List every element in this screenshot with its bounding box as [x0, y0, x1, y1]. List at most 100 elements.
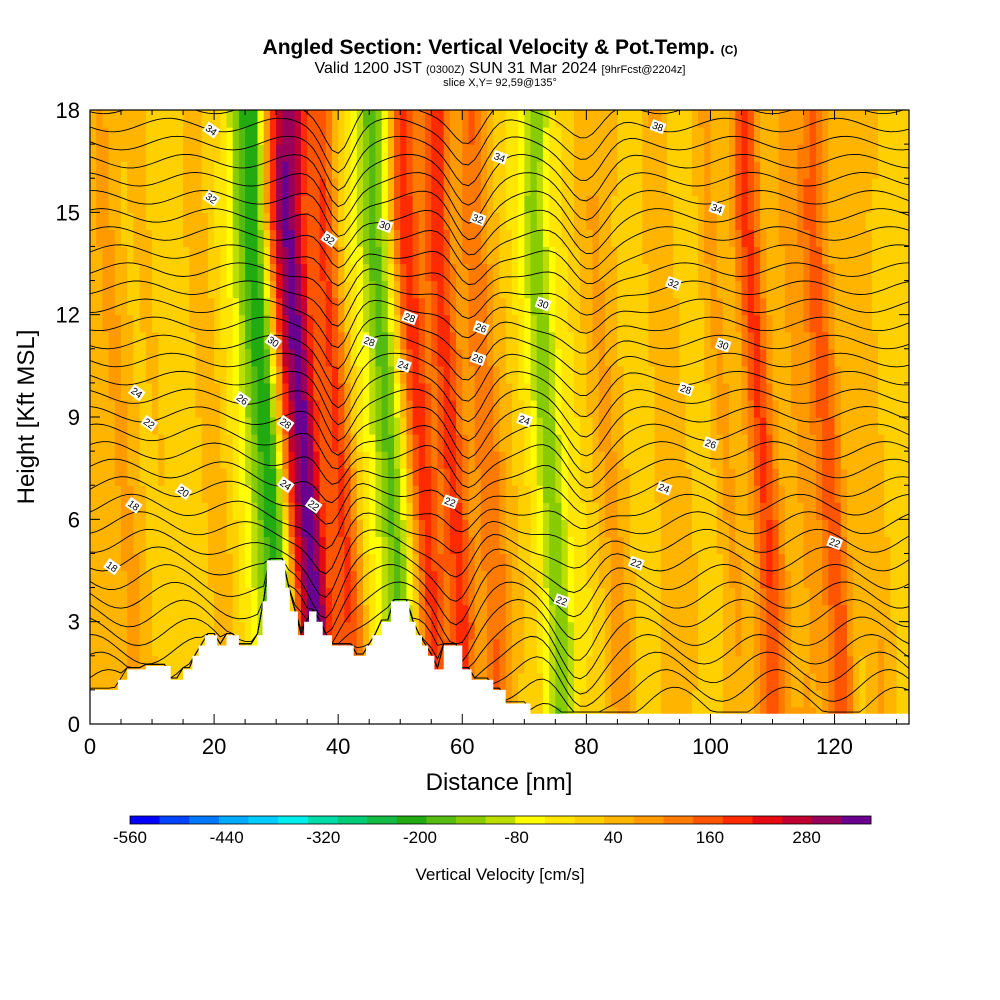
velocity-cell	[127, 297, 135, 316]
velocity-cell	[127, 536, 135, 555]
velocity-cell	[369, 468, 376, 486]
velocity-cell	[822, 502, 829, 520]
velocity-cell	[617, 110, 625, 128]
velocity-cell	[567, 348, 575, 367]
velocity-cell	[344, 417, 352, 435]
velocity-cell	[667, 536, 674, 555]
velocity-cell	[282, 485, 290, 503]
velocity-cell	[375, 212, 383, 230]
velocity-cell	[772, 246, 780, 265]
velocity-cell	[580, 246, 587, 265]
velocity-cell	[877, 229, 885, 248]
velocity-cell	[747, 536, 755, 555]
velocity-cell	[294, 314, 302, 333]
velocity-cell	[648, 144, 656, 162]
velocity-cell	[753, 587, 761, 606]
velocity-cell	[741, 621, 749, 640]
velocity-cell	[580, 434, 587, 452]
velocity-cell	[636, 212, 643, 230]
velocity-cell	[840, 331, 848, 350]
velocity-cell	[890, 382, 898, 401]
velocity-cell	[108, 348, 116, 367]
velocity-cell	[363, 365, 370, 384]
velocity-cell	[381, 314, 389, 333]
velocity-cell	[207, 314, 215, 333]
velocity-cell	[238, 331, 246, 350]
velocity-cell	[263, 314, 271, 333]
velocity-cell	[201, 399, 209, 418]
isentrope-line	[90, 558, 909, 645]
velocity-cell	[611, 348, 618, 367]
velocity-cell	[176, 604, 184, 623]
velocity-cell	[685, 553, 693, 572]
velocity-cell	[164, 110, 172, 128]
velocity-cell	[276, 399, 283, 418]
velocity-cell	[214, 212, 221, 230]
velocity-cell	[319, 178, 327, 196]
velocity-cell	[691, 672, 699, 691]
velocity-cell	[201, 161, 209, 179]
velocity-cell	[778, 382, 786, 401]
potential-temperature-contours	[90, 110, 909, 713]
velocity-cell	[902, 280, 909, 299]
velocity-cell	[139, 621, 147, 640]
velocity-cell	[691, 365, 699, 384]
velocity-cell	[226, 229, 234, 248]
velocity-cell	[797, 417, 805, 435]
velocity-cell	[778, 502, 786, 520]
velocity-cell	[189, 263, 197, 282]
velocity-cell	[766, 587, 774, 606]
velocity-cell	[394, 144, 401, 162]
velocity-cell	[369, 417, 376, 435]
velocity-cell	[363, 502, 370, 520]
velocity-cell	[822, 365, 829, 384]
velocity-cell	[673, 144, 681, 162]
velocity-cell	[418, 331, 426, 350]
velocity-cell	[158, 417, 166, 435]
velocity-cell	[747, 195, 755, 213]
velocity-cell	[729, 434, 736, 452]
velocity-cell	[673, 246, 681, 265]
velocity-cell	[375, 468, 383, 486]
velocity-cell	[121, 553, 128, 572]
velocity-cell	[257, 451, 265, 469]
velocity-cell	[456, 246, 463, 265]
velocity-cell	[418, 621, 426, 640]
velocity-cell	[592, 689, 600, 708]
velocity-cell	[381, 246, 389, 265]
velocity-cell	[511, 570, 519, 589]
velocity-cell	[760, 365, 767, 384]
velocity-cell	[902, 502, 909, 520]
velocity-cell	[499, 417, 507, 435]
velocity-cell	[189, 621, 197, 640]
velocity-cell	[710, 621, 718, 640]
velocity-cell	[704, 212, 712, 230]
velocity-cell	[288, 331, 296, 350]
velocity-cell	[524, 587, 532, 606]
velocity-cell	[536, 655, 544, 674]
velocity-cell	[729, 365, 736, 384]
velocity-cell	[220, 348, 228, 367]
velocity-cell	[431, 348, 439, 367]
velocity-cell	[257, 485, 265, 503]
velocity-cell	[747, 604, 755, 623]
velocity-cell	[338, 365, 345, 384]
velocity-cell	[679, 212, 687, 230]
velocity-cell	[487, 195, 494, 213]
velocity-cell	[307, 519, 314, 537]
velocity-cell	[456, 399, 463, 418]
velocity-cell	[604, 178, 612, 196]
velocity-cell	[226, 502, 234, 520]
velocity-cell	[623, 365, 631, 384]
velocity-cell	[667, 348, 674, 367]
velocity-cell	[344, 621, 352, 640]
velocity-cell	[580, 161, 587, 179]
velocity-cell	[859, 570, 867, 589]
velocity-cell	[220, 570, 228, 589]
velocity-cell	[232, 485, 240, 503]
velocity-cell	[747, 246, 755, 265]
velocity-cell	[282, 570, 290, 589]
velocity-cell	[815, 502, 823, 520]
velocity-cell	[238, 434, 246, 452]
velocity-cell	[226, 382, 234, 401]
